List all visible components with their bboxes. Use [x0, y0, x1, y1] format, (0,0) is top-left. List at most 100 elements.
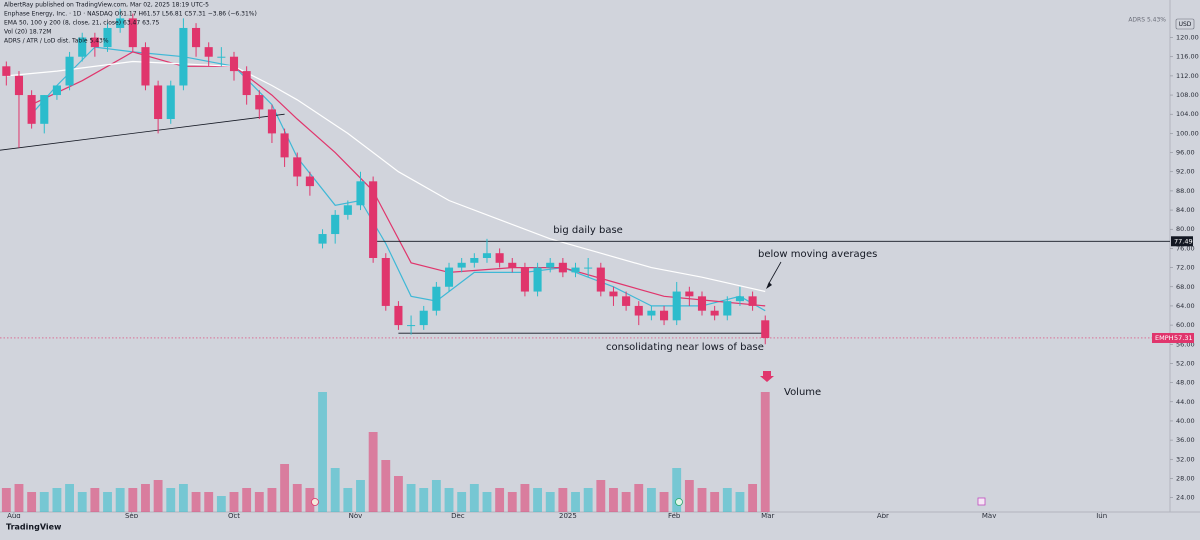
annotation: below moving averages: [758, 249, 877, 260]
volume-bar: [621, 492, 631, 512]
y-tick-label: 80.00: [1176, 225, 1195, 233]
x-tick-label: Sep: [125, 512, 139, 520]
volume-bar: [368, 432, 378, 512]
volume-bar: [596, 480, 606, 512]
volume-bar: [254, 492, 264, 512]
y-tick-label: 60.00: [1176, 321, 1195, 329]
volume-bar: [520, 484, 530, 512]
volume-bar: [1, 488, 11, 512]
volume-bar: [672, 468, 682, 512]
volume-bar: [128, 488, 138, 512]
y-tick-label: 120.00: [1176, 34, 1199, 42]
legend-entry: EMA 50, 100 y 200 (8, close, 21, close) …: [4, 20, 159, 27]
x-tick-label: Jun: [1095, 512, 1107, 520]
y-tick-label: 84.00: [1176, 206, 1195, 214]
line: [31, 46, 766, 312]
annotation: Volume: [784, 387, 821, 398]
candle-body: [154, 85, 163, 120]
candle-body: [192, 27, 201, 48]
candle-body: [609, 291, 618, 297]
volume-bar: [533, 488, 542, 512]
y-tick-label: 52.00: [1176, 359, 1195, 367]
candle-body: [369, 181, 378, 258]
level-tag-box: [1171, 236, 1193, 247]
candle-body: [520, 267, 529, 292]
y-tick-label: 36.00: [1176, 436, 1195, 444]
volume-bar: [77, 492, 87, 512]
volume-bar: [495, 488, 505, 512]
candle-body: [52, 85, 61, 96]
currency-box: [1175, 18, 1195, 30]
x-tick-label: Feb: [668, 512, 681, 520]
y-tick-label: 64.00: [1176, 302, 1195, 310]
candle-body: [343, 205, 352, 215]
volume-bar: [482, 492, 492, 512]
volume-bar: [735, 492, 745, 512]
annotation: big daily base: [553, 225, 623, 236]
x-tick-label: Dec: [451, 512, 465, 520]
candle-body: [697, 296, 707, 311]
arrow-head: [766, 282, 772, 289]
y-tick-label: 76.00: [1176, 244, 1195, 252]
currency: USD: [1179, 21, 1192, 28]
y-tick-label: 68.00: [1176, 283, 1195, 291]
x-tick-label: Apr: [877, 512, 889, 520]
candle-body: [293, 157, 302, 177]
volume-bar: [242, 488, 252, 512]
candle-body: [27, 95, 36, 124]
candle-body: [419, 310, 428, 326]
price-symbol: EMPH: [1155, 334, 1174, 342]
x-tick-label: Aug: [7, 512, 21, 520]
candle-body: [457, 262, 466, 268]
candle-body: [179, 27, 188, 86]
volume-arrow: [760, 371, 774, 382]
candle-body: [242, 71, 251, 96]
candle-body: [533, 267, 542, 292]
y-tick-label: 96.00: [1176, 149, 1195, 157]
candle-body: [166, 85, 175, 120]
volume-bar: [444, 488, 454, 512]
candle-body: [634, 305, 643, 316]
y-tick-label: 40.00: [1176, 417, 1195, 425]
y-tick-label: 24.00: [1176, 494, 1195, 502]
level-tag: 77.49: [1174, 237, 1193, 245]
event-marker: [675, 498, 683, 506]
volume-bar: [14, 484, 24, 512]
candle-body: [470, 258, 479, 263]
legend-entry: Vol (20) 18.72M: [4, 29, 51, 36]
candle-body: [571, 267, 580, 273]
x-tick-label: Mar: [761, 512, 774, 520]
volume-bar: [39, 492, 49, 512]
price-tag: 57.31: [1174, 334, 1193, 342]
candle-body: [204, 47, 213, 57]
volume-bar: [318, 392, 327, 512]
x-tick-label: 2025: [559, 512, 577, 520]
legend-entry: ADRS / ATR / LoD dist. Table 5.43%: [4, 38, 109, 45]
plot: 24.00 28.00 32.00 36.00 40.00 44.00 48.00 52.00…: [0, 8, 1199, 520]
candle-body: [78, 37, 87, 57]
volume-bar: [609, 488, 618, 512]
y-tick-label: 48.00: [1176, 379, 1195, 387]
volume-bar: [469, 484, 479, 512]
candle-body: [748, 296, 757, 306]
candle-body: [432, 286, 441, 311]
volume-bar: [52, 488, 62, 512]
y-tick-label: 92.00: [1176, 168, 1195, 176]
volume-bar: [406, 484, 416, 512]
volume-bar: [305, 488, 315, 512]
volume-bar: [267, 488, 277, 512]
volume-bar: [646, 488, 656, 512]
y-tick-label: 104.00: [1176, 110, 1199, 118]
y-tick-label: 116.00: [1176, 53, 1199, 61]
volume-bar: [545, 492, 555, 512]
volume-bar: [191, 492, 201, 512]
candle-body: [141, 47, 150, 86]
volume-bar: [166, 488, 176, 512]
volume-bar: [697, 488, 707, 512]
candle-body: [267, 109, 276, 134]
candle-body: [672, 291, 681, 321]
volume-bar: [330, 468, 340, 512]
y-tick-label: 56.00: [1176, 340, 1195, 348]
volume-bar: [431, 480, 441, 512]
